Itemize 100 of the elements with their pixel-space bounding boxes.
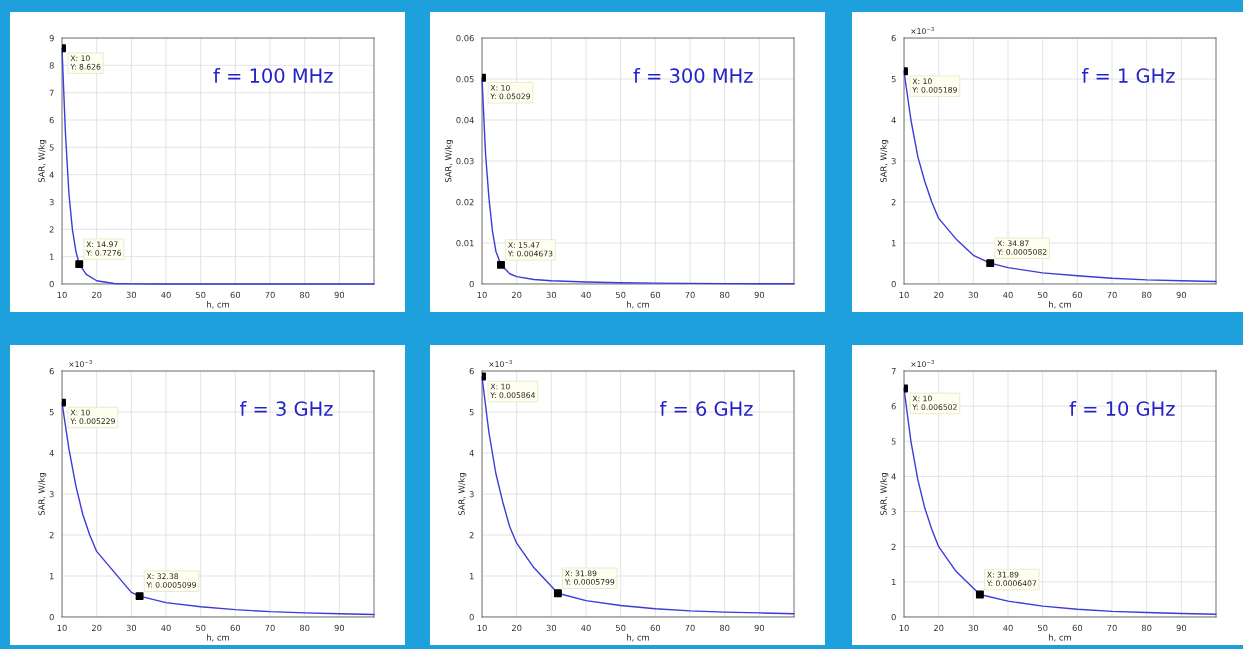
y-tick-label: 1 xyxy=(891,240,896,247)
x-tick-label: 40 xyxy=(581,624,591,632)
x-tick-label: 20 xyxy=(511,624,522,632)
y-tick-label: 6 xyxy=(891,34,896,42)
annotation: f = 1 GHz xyxy=(1081,67,1175,83)
x-tick-label: 20 xyxy=(91,624,102,632)
x-axis-title: h, cm xyxy=(627,634,649,642)
x-tick-label: 30 xyxy=(546,291,557,299)
x-axis-title: h, cm xyxy=(1049,634,1071,642)
x-tick-label: 90 xyxy=(1176,624,1187,632)
x-tick-label: 70 xyxy=(1107,291,1117,299)
x-tick-label: 70 xyxy=(685,291,695,299)
y-tick-label: 3 xyxy=(49,198,54,206)
y-axis-title: SAR, W/kg xyxy=(458,473,467,516)
y-axis-title: SAR, W/kg xyxy=(880,473,889,516)
x-tick-label: 30 xyxy=(968,624,979,632)
x-tick-label: 50 xyxy=(616,624,626,632)
x-tick-label: 80 xyxy=(299,291,310,299)
x-tick-label: 80 xyxy=(299,624,310,632)
x-axis-title: h, cm xyxy=(627,301,649,309)
x-tick-label: 10 xyxy=(57,624,67,632)
x-tick-label: 50 xyxy=(1038,624,1048,632)
y-tick-label: 2 xyxy=(891,543,896,550)
annotation: f = 10 GHz xyxy=(1069,400,1175,416)
y-tick-label: 0.03 xyxy=(456,157,474,165)
x-tick-label: 90 xyxy=(334,624,345,632)
y-axis-title: SAR, W/kg xyxy=(38,473,47,516)
annotation: f = 6 GHz xyxy=(659,400,753,416)
x-tick-label: 60 xyxy=(650,624,661,632)
x-tick-label: 80 xyxy=(1141,291,1152,299)
y-tick-label: 0 xyxy=(49,280,54,288)
x-tick-label: 60 xyxy=(230,291,241,299)
x-tick-label: 70 xyxy=(265,291,275,299)
annotation: f = 3 GHz xyxy=(239,400,333,416)
y-axis-title: SAR, W/kg xyxy=(38,140,47,183)
x-tick-label: 10 xyxy=(477,624,487,632)
y-tick-label: 2 xyxy=(891,198,896,206)
annotation: f = 300 MHz xyxy=(633,67,753,83)
y-tick-label: 0.04 xyxy=(456,116,474,124)
y-tick-label: 4 xyxy=(49,450,54,457)
x-tick-label: 60 xyxy=(1072,624,1083,632)
y-tick-label: 0.06 xyxy=(456,34,474,42)
x-tick-label: 70 xyxy=(1107,624,1117,632)
y-tick-label: 1 xyxy=(49,573,54,580)
x-tick-label: 40 xyxy=(581,291,591,299)
x-tick-label: 20 xyxy=(91,291,102,299)
y-tick-label: 5 xyxy=(49,409,54,416)
x-tick-label: 20 xyxy=(933,624,944,632)
y-tick-label: 3 xyxy=(469,490,474,498)
y-tick-label: 3 xyxy=(891,508,896,515)
y-tick-label: 9 xyxy=(49,34,54,42)
x-tick-label: 80 xyxy=(1141,624,1152,632)
x-tick-label: 60 xyxy=(1072,291,1083,299)
x-tick-label: 80 xyxy=(719,624,730,632)
y-tick-label: 1 xyxy=(469,573,474,580)
y-tick-label: 0.05 xyxy=(456,75,474,83)
y-tick-label: 7 xyxy=(49,89,54,96)
y-tick-label: 3 xyxy=(891,157,896,165)
x-tick-label: 50 xyxy=(616,291,626,299)
y-tick-label: 5 xyxy=(891,438,896,445)
y-tick-label: 2 xyxy=(49,531,54,539)
y-tick-label: 6 xyxy=(469,367,474,375)
x-tick-label: 90 xyxy=(1176,291,1187,299)
x-tick-label: 20 xyxy=(933,291,944,299)
y-tick-label: 5 xyxy=(891,76,896,83)
x-tick-label: 60 xyxy=(650,291,661,299)
x-tick-label: 10 xyxy=(477,291,487,299)
x-tick-label: 80 xyxy=(719,291,730,299)
x-tick-label: 40 xyxy=(1003,291,1013,299)
x-tick-label: 90 xyxy=(334,291,345,299)
x-axis-title: h, cm xyxy=(207,634,229,642)
x-tick-label: 10 xyxy=(899,624,909,632)
y-tick-label: 0.01 xyxy=(456,239,474,247)
x-tick-label: 20 xyxy=(511,291,522,299)
y-tick-label: 6 xyxy=(49,116,54,124)
x-tick-label: 50 xyxy=(196,624,206,632)
y-tick-label: 6 xyxy=(891,403,896,410)
y-tick-label: 0 xyxy=(469,280,474,288)
x-tick-label: 40 xyxy=(161,624,171,632)
x-tick-label: 30 xyxy=(126,291,137,299)
y-tick-label: 4 xyxy=(891,473,896,480)
x-axis-title: h, cm xyxy=(207,301,229,309)
x-tick-label: 60 xyxy=(230,624,241,632)
y-tick-label: 2 xyxy=(469,531,474,539)
y-tick-label: 8 xyxy=(49,62,54,69)
x-tick-label: 30 xyxy=(126,624,137,632)
y-tick-label: 0 xyxy=(469,613,474,621)
x-tick-label: 40 xyxy=(161,291,171,299)
x-tick-label: 10 xyxy=(899,291,909,299)
y-tick-label: 4 xyxy=(469,450,474,457)
y-tick-label: 0 xyxy=(891,280,896,288)
x-tick-label: 50 xyxy=(196,291,206,299)
x-axis-title: h, cm xyxy=(1049,301,1071,309)
x-tick-label: 90 xyxy=(754,624,765,632)
x-tick-label: 50 xyxy=(1038,291,1048,299)
x-tick-label: 90 xyxy=(754,291,765,299)
y-tick-label: 1 xyxy=(49,253,54,260)
x-tick-label: 40 xyxy=(1003,624,1013,632)
y-tick-label: 6 xyxy=(49,367,54,375)
x-tick-label: 10 xyxy=(57,291,67,299)
